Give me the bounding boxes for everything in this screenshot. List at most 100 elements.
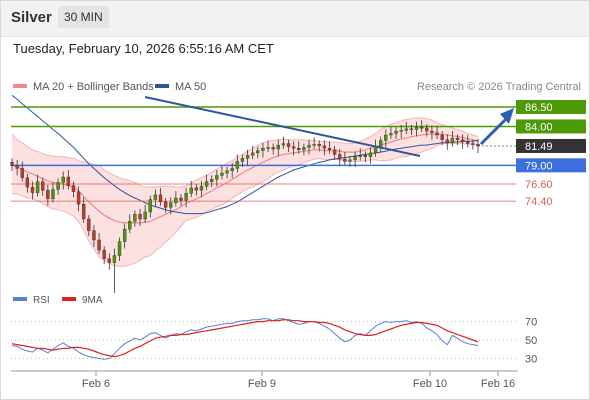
time-tick-label: Feb 9 — [248, 378, 276, 390]
candle — [107, 258, 111, 263]
candle — [286, 143, 291, 147]
candle — [76, 191, 81, 205]
timestamp: Tuesday, February 10, 2026 6:55:16 AM CE… — [13, 41, 274, 56]
time-tick-label: Feb 16 — [481, 378, 515, 390]
candle — [56, 182, 60, 190]
candle — [215, 175, 219, 180]
rsi-tick-label: 50 — [525, 335, 537, 347]
header-bar: Silver 30 MIN — [0, 0, 590, 37]
rsi-tick-label: 30 — [525, 353, 537, 365]
candle — [261, 148, 265, 151]
candle — [235, 161, 240, 169]
candle — [97, 239, 101, 251]
legend-swatch-rsi — [13, 297, 27, 301]
candle — [169, 202, 173, 208]
candle — [327, 148, 332, 150]
candle — [250, 152, 255, 156]
candle — [225, 170, 229, 174]
candle — [20, 168, 24, 178]
candle — [368, 152, 373, 157]
candle — [128, 221, 132, 230]
candle — [163, 201, 168, 208]
candle — [450, 137, 455, 143]
candle — [435, 132, 439, 136]
downtrend-line — [144, 96, 421, 157]
level-box-86.50 — [516, 100, 586, 114]
level-box-84.00 — [516, 119, 586, 134]
candle — [404, 128, 409, 131]
candle — [41, 181, 45, 191]
candle — [46, 190, 50, 199]
time-tick-label: Feb 10 — [413, 378, 447, 390]
candle — [384, 134, 388, 141]
legend-swatch-9ma — [62, 297, 76, 301]
legend-label-ma50: MA 50 — [175, 81, 206, 93]
rsi-line — [11, 318, 479, 360]
candle — [133, 214, 137, 222]
candle — [445, 139, 449, 143]
legend-label-ma20: MA 20 + Bollinger Bands — [33, 81, 154, 93]
level-label-79.00: 79.00 — [525, 160, 553, 172]
candle — [153, 194, 158, 200]
level-box-79.00 — [516, 158, 586, 173]
candle — [66, 176, 71, 186]
time-tick-label: Feb 6 — [82, 378, 110, 390]
candle — [184, 193, 188, 201]
interval-selector[interactable]: 30 MIN — [58, 6, 109, 28]
candle — [379, 140, 383, 147]
level-label-76.60: 76.60 — [525, 179, 553, 191]
bollinger-band-fill — [12, 117, 478, 267]
credit-text: Research © 2026 Trading Central — [417, 81, 581, 93]
candle — [276, 144, 280, 150]
candle — [102, 249, 106, 259]
instrument-title: Silver — [11, 9, 52, 26]
candle — [158, 194, 163, 203]
candle — [430, 130, 434, 133]
level-label-81.49: 81.49 — [525, 141, 553, 153]
candle — [466, 141, 470, 144]
candle — [230, 168, 234, 171]
legend-label-rsi: RSI — [33, 295, 50, 306]
candle — [122, 228, 127, 242]
candle — [87, 218, 91, 231]
candle — [455, 137, 460, 140]
candle — [440, 134, 444, 140]
candle — [35, 181, 40, 193]
candle — [409, 128, 414, 130]
candle — [307, 144, 311, 148]
ma20-line — [11, 133, 479, 224]
candle — [71, 185, 76, 192]
candle — [240, 158, 245, 162]
candle — [61, 176, 65, 183]
candle — [174, 197, 178, 203]
candle — [51, 189, 55, 199]
candle — [117, 241, 122, 256]
candle — [189, 187, 193, 194]
candle — [425, 127, 429, 132]
candle — [194, 187, 199, 191]
bollinger-lower-line — [11, 143, 479, 267]
candle — [348, 159, 352, 162]
rsi-plot: 70 50 30 — [11, 317, 537, 365]
candle — [266, 147, 270, 149]
candle — [245, 155, 250, 159]
candle — [281, 143, 286, 146]
candle — [394, 130, 398, 134]
candle — [291, 146, 296, 149]
price-plot: 86.50 84.00 81.49 79.00 76.60 74.40 — [10, 94, 586, 293]
candle — [322, 145, 327, 149]
candle — [332, 149, 337, 155]
forecast-arrow-shaft — [479, 116, 509, 146]
candle — [353, 156, 357, 161]
level-label-84.00: 84.00 — [525, 121, 553, 133]
legend-swatch-ma20 — [13, 84, 27, 88]
candle — [10, 162, 14, 166]
candle — [389, 133, 393, 136]
candle — [143, 211, 147, 220]
candle — [25, 177, 30, 188]
candle — [471, 143, 475, 145]
candle — [204, 181, 209, 187]
candle — [15, 165, 19, 169]
candle — [148, 199, 152, 213]
